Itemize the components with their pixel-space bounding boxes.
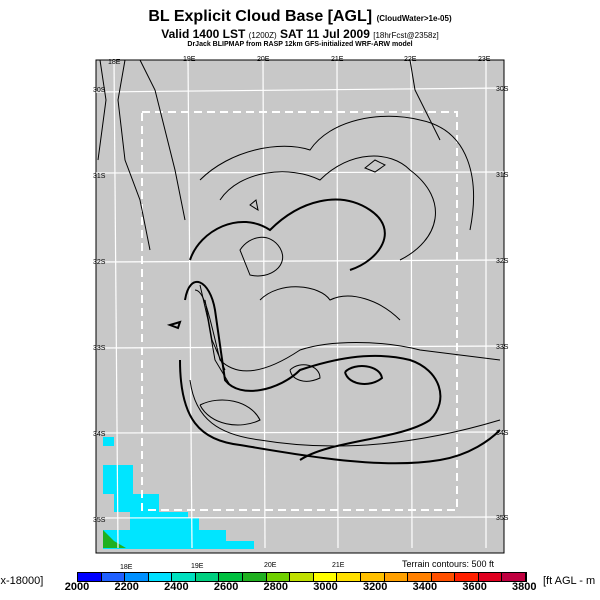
map-frame — [95, 59, 505, 554]
colorbar-swatch — [78, 573, 102, 581]
colorbar-tick-label: 2800 — [263, 581, 289, 593]
lon-label: 18E — [120, 564, 133, 571]
colorbar-tick-label: 2000 — [64, 581, 90, 593]
colorbar-swatch — [125, 573, 149, 581]
colorbar-swatch — [360, 573, 385, 581]
colorbar-swatch — [219, 573, 244, 581]
lat-label: 34S — [93, 431, 106, 438]
lon-label: 21E — [332, 562, 345, 569]
date-label: SAT 11 Jul 2009 — [280, 27, 370, 41]
source-label: DrJack BLIPMAP from RASP 12km GFS-initia… — [187, 41, 413, 48]
valid-time: Valid 1400 LST (1200Z) SAT 11 Jul 2009 [… — [0, 27, 600, 41]
colorbar-swatch — [478, 573, 503, 581]
colorbar-tick-label: 2400 — [164, 581, 189, 593]
colorbar-swatch — [243, 573, 267, 581]
forecast-label: [18hrFcst@2358z] — [373, 31, 439, 40]
colorbar-swatch — [148, 573, 173, 581]
lat-labels-left: 30S 31S 32S 33S 34S 35S — [93, 87, 106, 524]
lon-label: 22E — [404, 56, 417, 63]
chart-title: BL Explicit Cloud Base [AGL] (CloudWater… — [0, 8, 600, 26]
colorbar-swatch — [384, 573, 409, 581]
lon-labels-top: 18E 19E 20E 21E 22E 23E — [108, 56, 491, 66]
lat-label: 35S — [93, 517, 106, 524]
lat-label: 35S — [496, 515, 509, 522]
title-qualifier: (CloudWater>1e-05) — [376, 14, 452, 23]
colorbar-units: [ft AGL - m — [543, 575, 596, 587]
colorbar-swatch — [337, 573, 361, 581]
colorbar-swatch — [101, 573, 126, 581]
colorbar-swatch — [266, 573, 291, 581]
colorbar-swatch — [172, 573, 196, 581]
lat-label: 32S — [496, 258, 509, 265]
lon-label: 21E — [331, 56, 344, 63]
colorbar-tick-label: 3800 — [512, 581, 537, 593]
lon-label: 20E — [264, 562, 277, 569]
colorbar-tick-label: 3000 — [313, 581, 338, 593]
lat-label: 33S — [93, 345, 106, 352]
lat-label: 33S — [496, 344, 509, 351]
colorbar — [77, 572, 527, 582]
lon-labels-bottom: 18E 19E 20E 21E — [120, 562, 345, 571]
colorbar-tick-label: 3200 — [362, 581, 388, 593]
colorbar-swatch — [195, 573, 220, 581]
lon-label: 20E — [257, 56, 270, 63]
lat-label: 30S — [496, 86, 509, 93]
colorbar-tick-label: 2200 — [114, 581, 139, 593]
colorbar-tick-label: 3400 — [412, 581, 438, 593]
terrain-contours — [97, 59, 501, 465]
valid-label: Valid 1400 LST — [161, 27, 246, 41]
terrain-note: Terrain contours: 500 ft — [402, 559, 495, 569]
lat-label: 31S — [93, 173, 106, 180]
colorbar-tick-label: 3600 — [462, 581, 487, 593]
lat-labels-right: 30S 31S 32S 33S 34S 35S — [496, 86, 509, 522]
grid-lines — [95, 59, 505, 549]
lon-label: 23E — [478, 56, 491, 63]
lat-label: 34S — [496, 430, 509, 437]
lat-label: 30S — [93, 87, 106, 94]
lat-label: 31S — [496, 172, 509, 179]
lon-label: 19E — [183, 56, 196, 63]
colorbar-swatch — [502, 573, 526, 581]
colorbar-swatch — [290, 573, 314, 581]
colorbar-swatch — [455, 573, 479, 581]
valid-code: (1200Z) — [248, 31, 277, 40]
colorbar-swatch — [431, 573, 456, 581]
domain-boundary — [141, 111, 458, 511]
colorbar-tick-label: 2600 — [213, 581, 239, 593]
lon-label: 19E — [191, 563, 204, 570]
title-main: BL Explicit Cloud Base [AGL] — [148, 8, 373, 25]
cloudbase-fill — [103, 437, 254, 549]
lat-label: 32S — [93, 259, 106, 266]
colorbar-swatch — [408, 573, 432, 581]
colorbar-swatch — [313, 573, 338, 581]
colorbar-left-label: ix-18000] — [0, 575, 44, 587]
lon-label: 18E — [108, 59, 121, 66]
